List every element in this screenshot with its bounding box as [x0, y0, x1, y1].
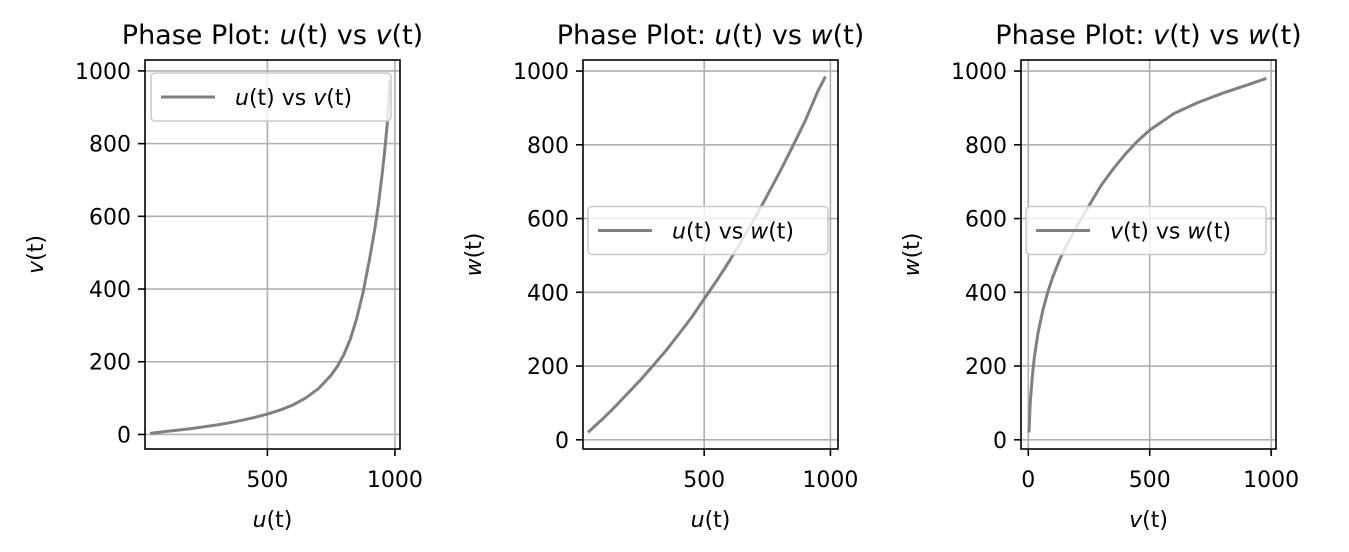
series-line-1: [149, 79, 392, 435]
axes-frame: [582, 59, 839, 450]
x-axis-label: u(t): [691, 508, 731, 533]
y-tick-label: 1000: [513, 60, 569, 85]
y-tick-label: 800: [89, 133, 131, 158]
y-tick-label: 0: [117, 423, 131, 448]
legend: u(t) vs w(t): [587, 205, 829, 256]
y-tick-label: 800: [965, 134, 1007, 159]
y-tick-label: 400: [965, 281, 1007, 306]
y-tick-label: 200: [527, 355, 569, 380]
x-tick-label: 500: [1129, 468, 1171, 493]
y-axis-label: w(t): [462, 233, 487, 277]
x-axis-label: v(t): [1129, 508, 1168, 533]
series-line-1: [586, 75, 827, 434]
plot-title: Phase Plot: u(t) vs w(t): [557, 20, 865, 51]
x-tick-label: 1000: [1243, 468, 1299, 493]
y-tick-label: 600: [965, 208, 1007, 233]
series-line-1: [1027, 76, 1267, 433]
x-tick-label: 1000: [802, 468, 858, 493]
axes-frame: [1020, 59, 1277, 450]
y-tick-label: 600: [527, 208, 569, 233]
legend-box: [587, 205, 829, 256]
legend-entry-label: u(t) vs v(t): [235, 86, 352, 111]
y-axis-label: v(t): [24, 235, 49, 274]
y-tick-label: 200: [965, 355, 1007, 380]
y-tick-label: 200: [89, 351, 131, 376]
x-tick-label: 1000: [367, 468, 423, 493]
y-tick-label: 1000: [75, 60, 131, 85]
x-tick-label: 0: [1021, 468, 1035, 493]
legend-box: [150, 72, 392, 122]
axes-frame: [144, 59, 401, 450]
y-tick-label: 400: [527, 281, 569, 306]
phase-plot-panel-1: 500 1000 0 200 400 600 800 1000 Phase Plot: u(t)…: [24, 20, 423, 533]
y-tick-label: 800: [527, 134, 569, 159]
legend-entry-label: u(t) vs w(t): [672, 220, 794, 245]
y-tick-label: 1000: [951, 60, 1007, 85]
y-tick-label: 0: [993, 429, 1007, 454]
plot-title: Phase Plot: u(t) vs v(t): [122, 20, 423, 51]
x-axis-label: u(t): [253, 508, 293, 533]
x-tick-label: 500: [683, 468, 725, 493]
y-tick-label: 600: [89, 205, 131, 230]
phase-plot-panel-2: 500 1000 0 200 400 600 800 1000 Phase Plot: u(t)…: [462, 20, 864, 533]
y-tick-label: 400: [89, 278, 131, 303]
legend-box: [1025, 205, 1267, 256]
y-axis-label: w(t): [900, 233, 925, 277]
legend-entry-label: v(t) vs w(t): [1110, 220, 1231, 245]
y-tick-label: 0: [555, 429, 569, 454]
x-tick-label: 500: [246, 468, 288, 493]
phase-plot-panel-3: 0 500 1000 0 200 400 600 800 1000 Phase Plot: v(t…: [900, 20, 1302, 533]
legend: v(t) vs w(t): [1025, 205, 1267, 256]
legend: u(t) vs v(t): [150, 72, 392, 122]
plot-title: Phase Plot: v(t) vs w(t): [995, 20, 1301, 51]
